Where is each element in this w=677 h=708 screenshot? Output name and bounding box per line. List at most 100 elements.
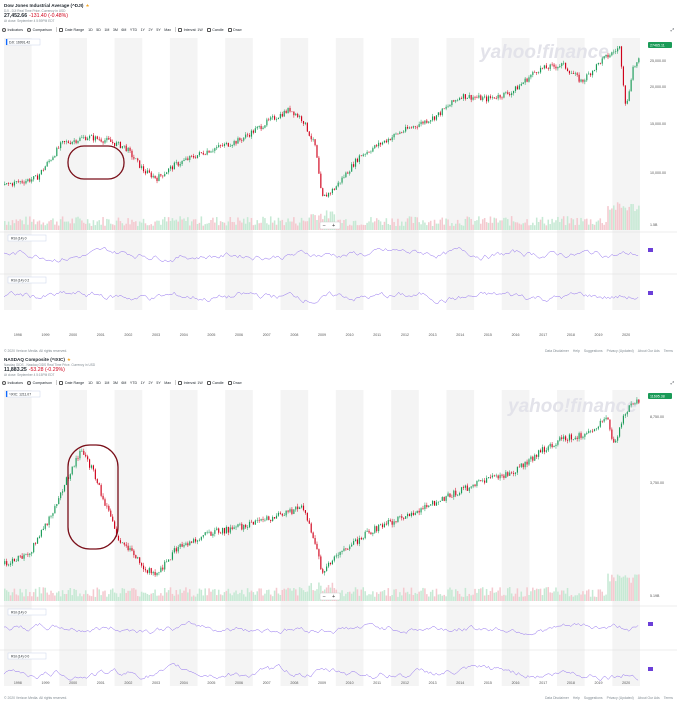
quote-time-note: At close: September 4 5:15PM EDT <box>4 373 55 377</box>
quote-title: NASDAQ Composite (^IXIC) ★ <box>4 357 71 362</box>
range-1m[interactable]: 1M <box>104 380 110 385</box>
candle-body <box>632 403 634 405</box>
volume-bar <box>235 590 237 601</box>
indicators-button[interactable]: Indicators <box>2 380 23 385</box>
candle-body <box>119 141 121 149</box>
candle-body <box>410 127 413 129</box>
range-1y[interactable]: 1Y <box>140 380 145 385</box>
x-axis-tick: 2010 <box>346 333 354 337</box>
year-band <box>114 390 143 686</box>
candle-body <box>480 480 482 482</box>
range-1m[interactable]: 1M <box>104 27 110 32</box>
volume-bar <box>121 223 124 230</box>
range-1d[interactable]: 1D <box>88 27 93 32</box>
range-6m[interactable]: 6M <box>121 27 127 32</box>
range-2y[interactable]: 2Y <box>148 27 153 32</box>
range-3m[interactable]: 3M <box>112 27 118 32</box>
star-icon[interactable]: ★ <box>85 3 90 8</box>
volume-bar <box>402 587 405 601</box>
year-band <box>446 390 475 686</box>
rsi-label: RSI (14) 0 <box>7 608 47 616</box>
x-axis-tick: 2011 <box>373 681 381 685</box>
volume-bar <box>358 595 361 601</box>
volume-bar <box>560 590 563 601</box>
range-3m[interactable]: 3M <box>112 380 118 385</box>
range-6m[interactable]: 6M <box>121 380 127 385</box>
volume-bar <box>241 222 243 230</box>
expand-icon[interactable]: ⤢ <box>670 380 674 385</box>
volume-bar <box>291 590 293 601</box>
interval-select[interactable]: Interval: 1W <box>178 27 203 32</box>
footer-link[interactable]: About Our Ads <box>637 696 660 700</box>
candle-body <box>173 548 175 553</box>
candle-icon <box>206 27 211 32</box>
footer-link[interactable]: Terms <box>663 349 673 353</box>
star-icon[interactable]: ★ <box>66 357 71 362</box>
candle-body <box>142 166 145 172</box>
comparison-button[interactable]: Comparison <box>27 380 52 385</box>
range-5y[interactable]: 5Y <box>156 380 161 385</box>
candle-body <box>144 171 147 174</box>
volume-bar <box>539 588 542 601</box>
footer-link[interactable]: Privacy (Updated) <box>606 696 634 700</box>
date-range-button[interactable]: Date Range <box>59 380 85 385</box>
footer-link[interactable]: Privacy (Updated) <box>606 349 634 353</box>
footer-link[interactable]: Help <box>572 696 580 700</box>
range-max[interactable]: Max <box>164 380 172 385</box>
candle-body <box>349 546 351 550</box>
candle-body <box>272 517 274 522</box>
candle-body <box>545 65 547 69</box>
volume-bar <box>503 594 505 601</box>
volume-bar <box>204 588 206 601</box>
volume-bar <box>586 218 588 230</box>
footer-link[interactable]: Suggestions <box>583 349 603 353</box>
candle-body <box>6 561 8 566</box>
draw-button[interactable]: Draw <box>227 27 242 32</box>
year-band <box>4 390 32 686</box>
chart-type-select[interactable]: Candle <box>206 27 224 32</box>
volume-bar <box>279 220 282 230</box>
footer-link[interactable]: Terms <box>663 696 673 700</box>
footer-link[interactable]: Help <box>572 349 580 353</box>
comparison-button[interactable]: Comparison <box>27 27 52 32</box>
range-ytd[interactable]: YTD <box>129 380 138 385</box>
footer-link[interactable]: Data Disclaimer <box>544 349 569 353</box>
candle-body <box>133 157 135 159</box>
range-1d[interactable]: 1D <box>88 380 93 385</box>
indicators-button[interactable]: Indicators <box>2 27 23 32</box>
candle-body <box>632 66 634 80</box>
candle-body <box>376 145 378 147</box>
volume-bar <box>185 220 187 230</box>
range-5d[interactable]: 5D <box>96 27 101 32</box>
quote-change: -131.40 (-0.48%) <box>29 12 69 19</box>
date-range-button[interactable]: Date Range <box>59 27 84 32</box>
volume-bar <box>478 216 480 230</box>
candle-body <box>383 140 386 143</box>
footer-link[interactable]: Suggestions <box>583 696 603 700</box>
range-5d[interactable]: 5D <box>96 380 101 385</box>
year-band <box>59 390 87 686</box>
range-max[interactable]: Max <box>164 27 172 32</box>
footer-link[interactable]: About Our Ads <box>637 349 660 353</box>
interval-select[interactable]: Interval: 1W <box>178 380 203 385</box>
footer-link[interactable]: Data Disclaimer <box>544 696 569 700</box>
date-range-label: Date Range <box>64 380 85 385</box>
range-ytd[interactable]: YTD <box>129 27 138 32</box>
rsi-label-text: RSI (14) 0 0 <box>11 655 29 659</box>
range-5y[interactable]: 5Y <box>156 27 161 32</box>
candle-body <box>592 70 594 76</box>
volume-bar <box>262 216 264 230</box>
draw-button[interactable]: Draw <box>227 380 242 385</box>
volume-bar <box>5 224 8 230</box>
chart-type-select[interactable]: Candle <box>206 380 224 385</box>
range-2y[interactable]: 2Y <box>148 380 153 385</box>
candle-body <box>123 145 125 147</box>
expand-icon[interactable]: ⤢ <box>670 27 674 32</box>
candle-body <box>187 158 189 160</box>
candle-body <box>291 509 293 514</box>
draw-label: Draw <box>233 27 242 32</box>
range-1y[interactable]: 1Y <box>140 27 145 32</box>
volume-bar <box>410 587 413 601</box>
price-chart-ixic[interactable]: yahoo!finance^IXIC: 1211.07 11695.388,750… <box>0 388 677 693</box>
